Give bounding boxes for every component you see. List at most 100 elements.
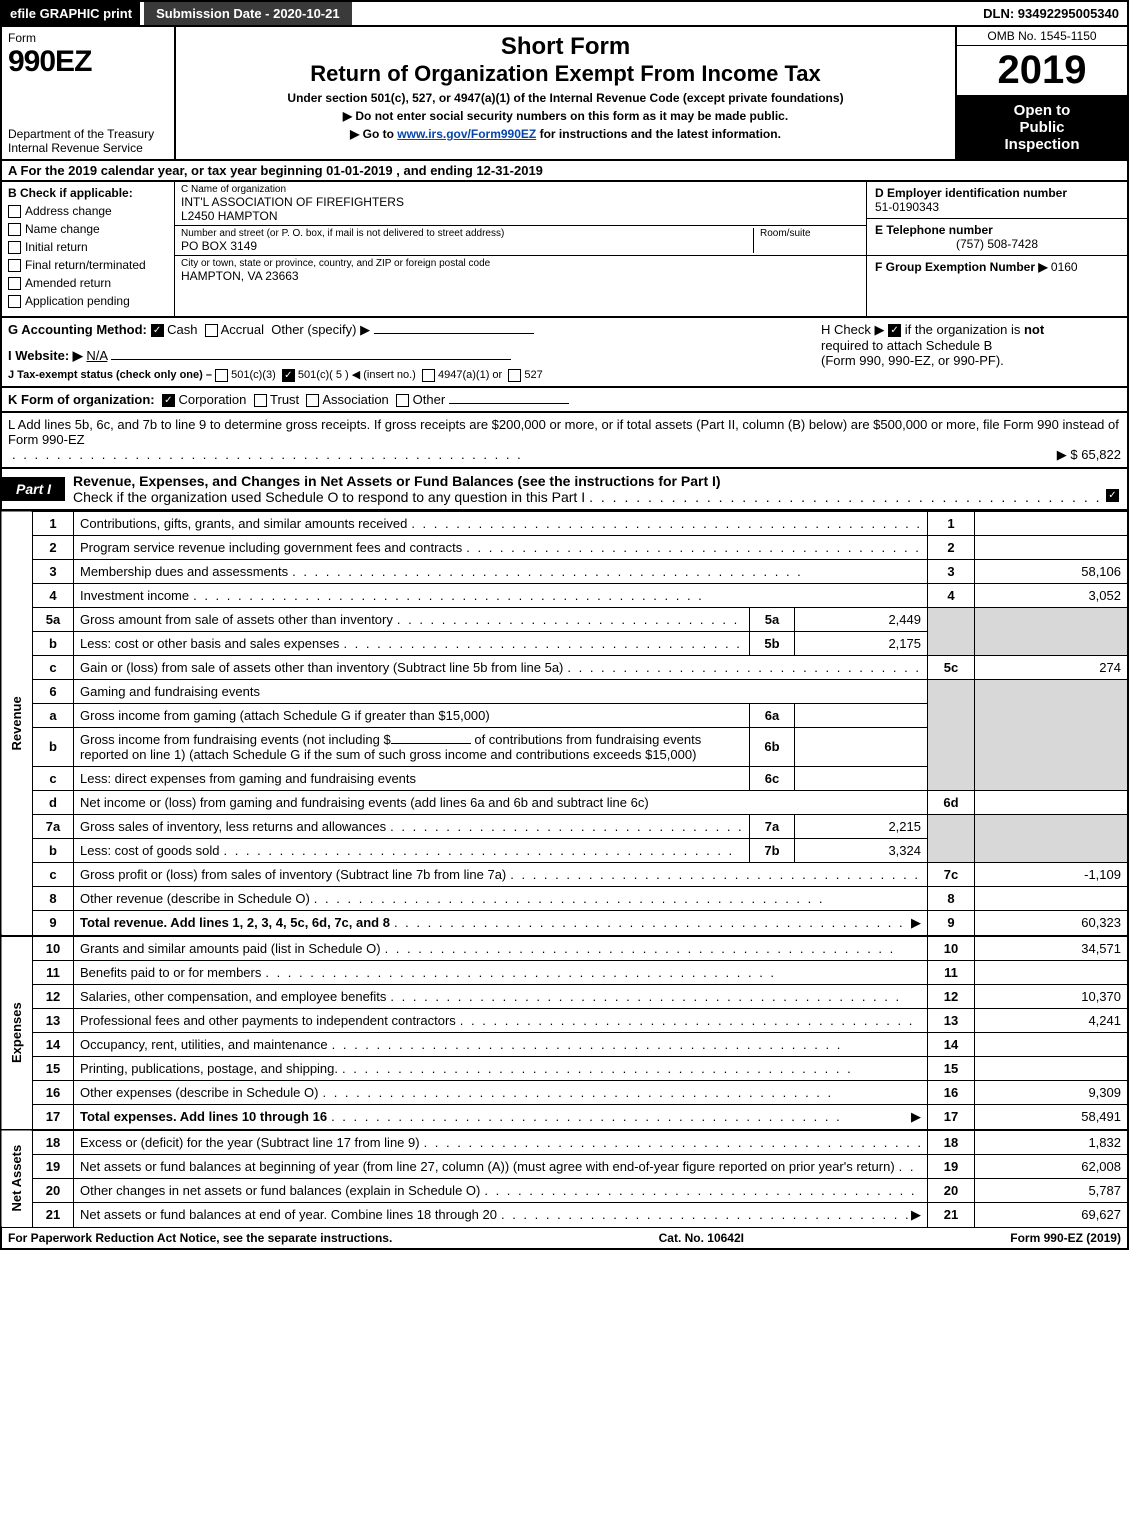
line-6: 6 Gaming and fundraising events xyxy=(1,679,1128,703)
checkbox-checked-icon[interactable]: ✓ xyxy=(151,324,164,337)
line-19: 19 Net assets or fund balances at beginn… xyxy=(1,1154,1128,1178)
line-8: 8 Other revenue (describe in Schedule O)… xyxy=(1,886,1128,910)
checkbox-icon[interactable] xyxy=(508,369,521,382)
row-j: J Tax-exempt status (check only one) – 5… xyxy=(8,368,813,382)
opt-other: Other xyxy=(413,392,446,407)
cat-no: Cat. No. 10642I xyxy=(659,1231,744,1245)
checkbox-icon[interactable] xyxy=(205,324,218,337)
line-16: 16 Other expenses (describe in Schedule … xyxy=(1,1080,1128,1104)
sub3-pre: ▶ Go to xyxy=(350,127,397,141)
form-header: Form 990EZ Department of the Treasury In… xyxy=(0,27,1129,161)
checkbox-icon[interactable] xyxy=(215,369,228,382)
title-return: Return of Organization Exempt From Incom… xyxy=(182,61,949,87)
line-12: 12 Salaries, other compensation, and emp… xyxy=(1,984,1128,1008)
c-addr-label: Number and street (or P. O. box, if mail… xyxy=(181,228,753,239)
org-address: PO BOX 3149 xyxy=(181,239,753,253)
cb-name-change[interactable]: Name change xyxy=(8,222,168,236)
g-label: G Accounting Method: xyxy=(8,322,147,337)
irs-label: Internal Revenue Service xyxy=(8,141,168,155)
line-6d: d Net income or (loss) from gaming and f… xyxy=(1,790,1128,814)
checkbox-checked-icon[interactable]: ✓ xyxy=(282,369,295,382)
opt-cash: Cash xyxy=(167,322,197,337)
checkbox-icon xyxy=(8,205,21,218)
i-label: I Website: ▶ xyxy=(8,348,83,363)
part-i-check-line: Check if the organization used Schedule … xyxy=(73,489,585,505)
row-l: L Add lines 5b, 6c, and 7b to line 9 to … xyxy=(0,413,1129,469)
lines-table: Revenue 1 Contributions, gifts, grants, … xyxy=(0,511,1129,1228)
line-20: 20 Other changes in net assets or fund b… xyxy=(1,1178,1128,1202)
row-h: H Check ▶ ✓ if the organization is not r… xyxy=(813,322,1121,382)
phone-label: E Telephone number xyxy=(875,223,1119,237)
irs-link[interactable]: www.irs.gov/Form990EZ xyxy=(397,127,536,141)
cb-initial-return[interactable]: Initial return xyxy=(8,240,168,254)
c-city-label: City or town, state or province, country… xyxy=(181,258,860,269)
efile-label[interactable]: efile GRAPHIC print xyxy=(2,2,140,25)
l-arrow: ▶ xyxy=(1057,447,1067,463)
checkbox-icon[interactable] xyxy=(396,394,409,407)
cb-amended-return[interactable]: Amended return xyxy=(8,276,168,290)
ein-value: 51-0190343 xyxy=(875,200,1119,214)
opt-association: Association xyxy=(322,392,388,407)
opt-trust: Trust xyxy=(270,392,299,407)
part-i-tab: Part I xyxy=(2,477,65,501)
checkbox-icon[interactable] xyxy=(254,394,267,407)
arrow-icon: ▶ xyxy=(911,1207,921,1223)
bottom-row: For Paperwork Reduction Act Notice, see … xyxy=(0,1228,1129,1250)
tax-year: 2019 xyxy=(957,46,1127,96)
line-11: 11 Benefits paid to or for members. . . … xyxy=(1,960,1128,984)
checkbox-checked-icon[interactable]: ✓ xyxy=(162,394,175,407)
l-amount: $ 65,822 xyxy=(1070,447,1121,463)
row-i: I Website: ▶ N/A xyxy=(8,348,813,364)
line-7a: 7a Gross sales of inventory, less return… xyxy=(1,814,1128,838)
org-city: HAMPTON, VA 23663 xyxy=(181,269,860,283)
arrow-icon: ▶ xyxy=(911,915,921,931)
line-5c: c Gain or (loss) from sale of assets oth… xyxy=(1,655,1128,679)
phone-value: (757) 508-7428 xyxy=(875,237,1119,251)
top-bar: efile GRAPHIC print Submission Date - 20… xyxy=(0,0,1129,27)
open-line-1: Open to xyxy=(1014,102,1071,119)
checkbox-icon[interactable] xyxy=(422,369,435,382)
checkbox-checked-icon[interactable]: ✓ xyxy=(888,324,901,337)
checkbox-icon[interactable] xyxy=(306,394,319,407)
open-to-public: Open to Public Inspection xyxy=(957,96,1127,159)
form-word: Form xyxy=(8,31,168,45)
subtitle-1: Under section 501(c), 527, or 4947(a)(1)… xyxy=(182,91,949,105)
c-name-label: C Name of organization xyxy=(181,184,860,195)
room-label: Room/suite xyxy=(760,228,860,239)
checkbox-icon xyxy=(8,223,21,236)
form-number: 990EZ xyxy=(8,45,168,79)
side-net-assets: Net Assets xyxy=(1,1130,33,1228)
dots-fill: . . . . . . . . . . . . . . . . . . . . … xyxy=(8,447,1057,463)
line-13: 13 Professional fees and other payments … xyxy=(1,1008,1128,1032)
line-4: 4 Investment income. . . . . . . . . . .… xyxy=(1,583,1128,607)
title-short-form: Short Form xyxy=(182,33,949,61)
cb-final-return[interactable]: Final return/terminated xyxy=(8,258,168,272)
line-21: 21 Net assets or fund balances at end of… xyxy=(1,1202,1128,1227)
header-right: OMB No. 1545-1150 2019 Open to Public In… xyxy=(955,27,1127,159)
col-b-title: B Check if applicable: xyxy=(8,186,168,200)
dept-label: Department of the Treasury xyxy=(8,127,168,141)
submission-date: Submission Date - 2020-10-21 xyxy=(144,2,352,25)
row-k: K Form of organization: ✓ Corporation Tr… xyxy=(0,388,1129,413)
line-17: 17 Total expenses. Add lines 10 through … xyxy=(1,1104,1128,1130)
row-g-h: G Accounting Method: ✓ Cash Accrual Othe… xyxy=(0,318,1129,388)
col-b: B Check if applicable: Address change Na… xyxy=(2,182,175,316)
h-label: H Check ▶ xyxy=(821,322,884,337)
line-5a: 5a Gross amount from sale of assets othe… xyxy=(1,607,1128,631)
side-revenue: Revenue xyxy=(1,511,33,936)
section-a: A For the 2019 calendar year, or tax yea… xyxy=(0,161,1129,182)
group-exemption-label: F Group Exemption Number ▶ xyxy=(875,260,1051,274)
cb-application-pending[interactable]: Application pending xyxy=(8,294,168,308)
open-line-2: Public xyxy=(1019,119,1064,136)
group-exemption-value: 0160 xyxy=(1051,260,1078,274)
org-name-2: L2450 HAMPTON xyxy=(181,209,860,223)
side-expenses: Expenses xyxy=(1,936,33,1130)
checkbox-icon xyxy=(8,295,21,308)
checkbox-checked-icon[interactable]: ✓ xyxy=(1106,489,1119,502)
cb-address-change[interactable]: Address change xyxy=(8,204,168,218)
checkbox-icon xyxy=(8,259,21,272)
opt-corporation: Corporation xyxy=(178,392,246,407)
opt-accrual: Accrual xyxy=(221,322,264,337)
org-name-1: INT'L ASSOCIATION OF FIREFIGHTERS xyxy=(181,195,860,209)
omb-number: OMB No. 1545-1150 xyxy=(957,27,1127,46)
